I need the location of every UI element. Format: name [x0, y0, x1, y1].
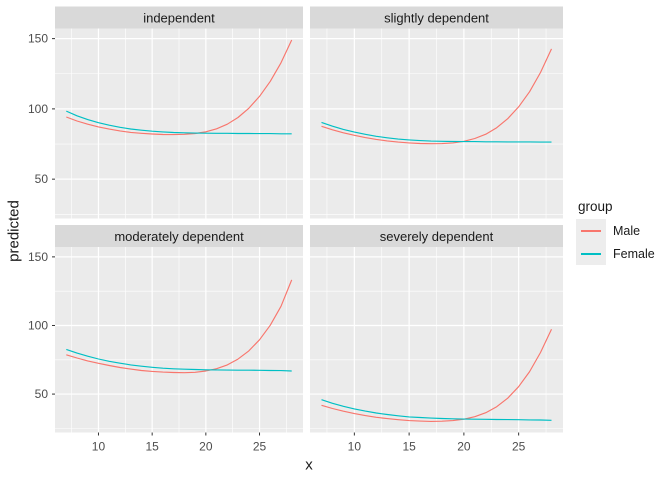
- legend-title: group: [578, 199, 613, 214]
- facet-strip-label: severely dependent: [380, 229, 494, 244]
- gridlines: [55, 28, 303, 219]
- legend-key-male: [576, 219, 606, 242]
- facet-strip: [55, 6, 303, 29]
- female-line-swatch-icon: [581, 252, 601, 255]
- x-tick-label: 20: [457, 440, 471, 454]
- male-curve: [321, 48, 553, 145]
- female-curve: [321, 399, 552, 421]
- facet-strip-label: independent: [143, 11, 215, 26]
- y-tick-label: 50: [35, 172, 49, 186]
- x-tick-label: 25: [512, 440, 526, 454]
- x-tick-label: 10: [92, 440, 106, 454]
- x-tick-label: 20: [199, 440, 213, 454]
- y-axis: 50 100 150 50 100 150: [28, 32, 55, 401]
- facet-strip: [310, 225, 563, 247]
- x-tick-label: 15: [145, 440, 159, 454]
- facet-independent: independent: [55, 6, 303, 219]
- x-tick-label: 10: [348, 440, 362, 454]
- y-tick-label: 150: [28, 32, 48, 46]
- legend-label-female: Female: [613, 246, 655, 261]
- y-tick-label: 100: [28, 102, 48, 116]
- male-curve: [66, 279, 293, 374]
- y-tick-label: 150: [28, 250, 48, 264]
- female-curve: [321, 121, 552, 143]
- x-tick-label: 15: [402, 440, 416, 454]
- female-curve: [66, 348, 292, 372]
- facet-slightly-dependent: slightly dependent: [310, 6, 563, 219]
- facet-severely-dependent: severely dependent: [310, 225, 563, 433]
- gridlines: [310, 247, 563, 433]
- y-axis-title: predicted: [5, 200, 23, 262]
- facet-strip: [310, 6, 563, 29]
- female-curve: [66, 110, 292, 135]
- facet-moderately-dependent: moderately dependent: [55, 225, 303, 433]
- male-line-swatch-icon: [581, 229, 601, 232]
- legend-key-female: [576, 242, 606, 265]
- y-tick-label: 50: [35, 387, 49, 401]
- legend-label-male: Male: [613, 223, 641, 238]
- y-tick-label: 100: [28, 318, 48, 332]
- facet-strip-label: moderately dependent: [114, 229, 244, 244]
- facet-strip: [55, 225, 303, 247]
- male-curve: [66, 39, 293, 136]
- x-tick-label: 25: [253, 440, 267, 454]
- x-axis-title: x: [305, 456, 313, 474]
- legend: group Male Female: [576, 199, 655, 265]
- x-axis: 10 15 20 25 10 15 20 25: [92, 432, 526, 454]
- facet-strip-label: slightly dependent: [384, 11, 489, 26]
- male-curve: [321, 329, 553, 422]
- legend-entry-male: Male: [576, 219, 655, 242]
- legend-entry-female: Female: [576, 242, 655, 265]
